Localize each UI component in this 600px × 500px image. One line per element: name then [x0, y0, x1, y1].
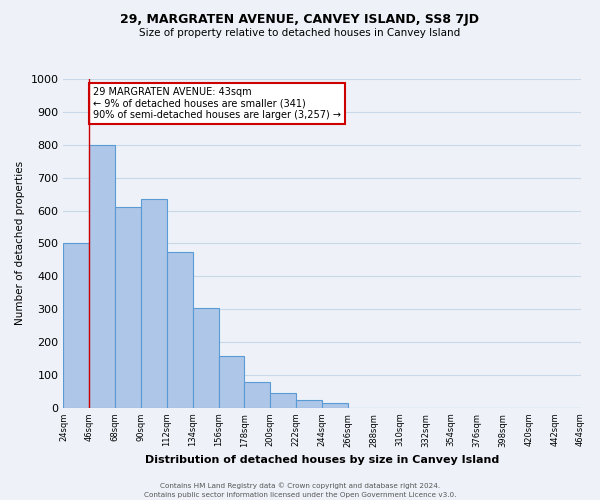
Bar — [296, 400, 322, 408]
Bar — [141, 199, 167, 408]
Bar — [167, 252, 193, 408]
Bar — [218, 356, 244, 408]
Bar — [64, 244, 89, 408]
X-axis label: Distribution of detached houses by size in Canvey Island: Distribution of detached houses by size … — [145, 455, 499, 465]
Bar — [89, 145, 115, 408]
Text: Contains public sector information licensed under the Open Government Licence v3: Contains public sector information licen… — [144, 492, 456, 498]
Bar — [115, 207, 141, 408]
Text: Size of property relative to detached houses in Canvey Island: Size of property relative to detached ho… — [139, 28, 461, 38]
Y-axis label: Number of detached properties: Number of detached properties — [15, 162, 25, 326]
Bar — [244, 382, 270, 408]
Bar — [270, 393, 296, 408]
Text: 29 MARGRATEN AVENUE: 43sqm
← 9% of detached houses are smaller (341)
90% of semi: 29 MARGRATEN AVENUE: 43sqm ← 9% of detac… — [93, 87, 341, 120]
Bar — [322, 403, 348, 408]
Bar — [193, 308, 218, 408]
Text: 29, MARGRATEN AVENUE, CANVEY ISLAND, SS8 7JD: 29, MARGRATEN AVENUE, CANVEY ISLAND, SS8… — [121, 12, 479, 26]
Text: Contains HM Land Registry data © Crown copyright and database right 2024.: Contains HM Land Registry data © Crown c… — [160, 482, 440, 489]
